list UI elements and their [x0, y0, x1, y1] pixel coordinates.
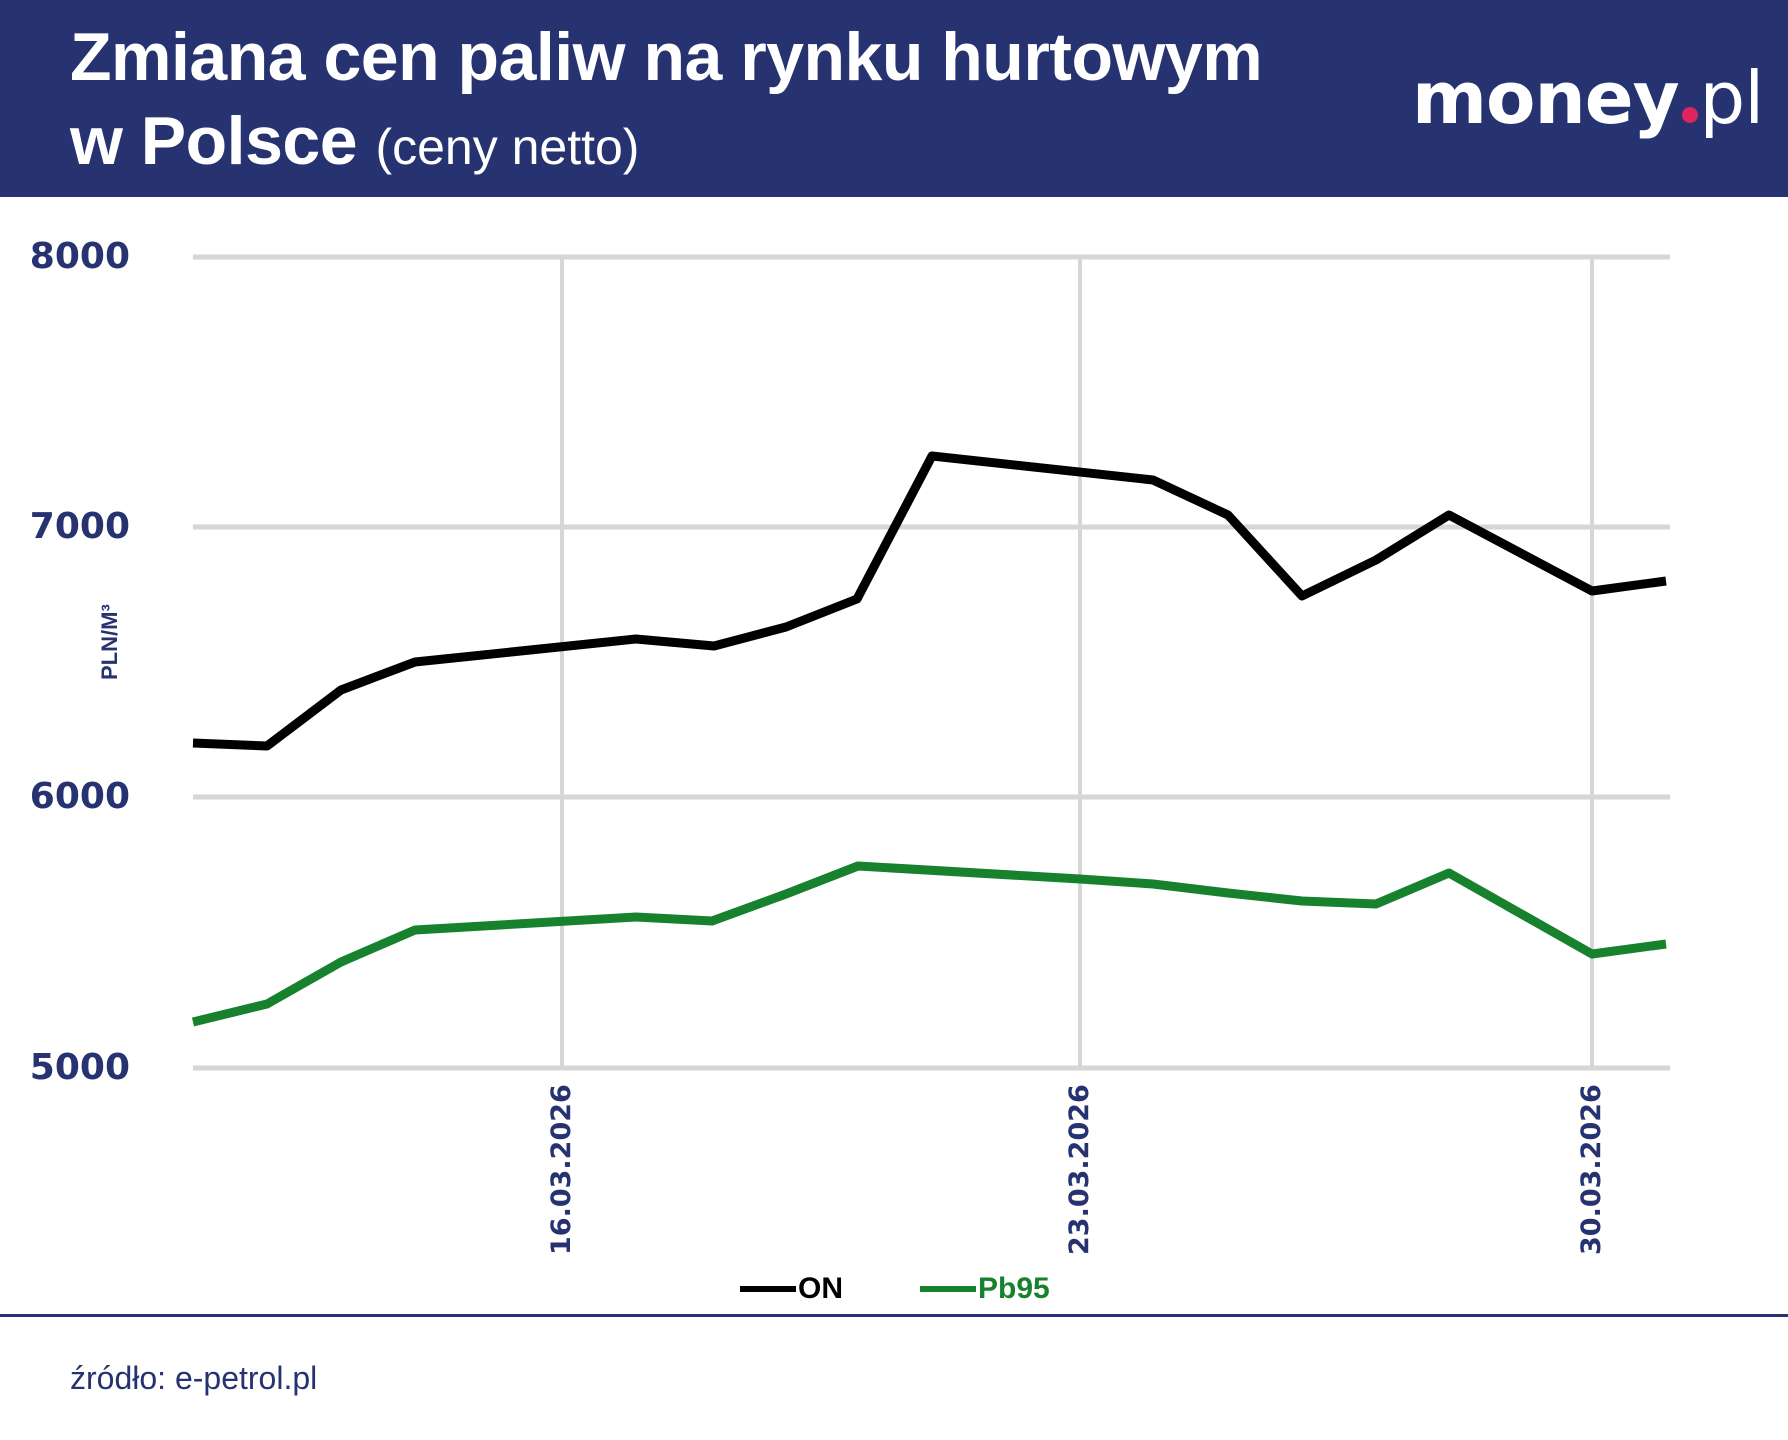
legend-pb95: Pb95 [920, 1272, 1050, 1306]
y-tick-6000: 6000 [29, 776, 130, 817]
x-tick-23-03: 23.03.2026 [1064, 1084, 1095, 1255]
logo-tld: pl [1699, 56, 1765, 140]
legend-on-swatch-icon [740, 1286, 796, 1292]
legend-pb95-label: Pb95 [978, 1272, 1050, 1305]
y-tick-7000: 7000 [29, 506, 130, 547]
title-line-2: w Polsce [70, 103, 358, 179]
legend-on: ON [740, 1272, 843, 1306]
x-tick-30-03: 30.03.2026 [1576, 1084, 1607, 1255]
chart-title: Zmiana cen paliw na rynku hurtowym w Pol… [70, 19, 1263, 182]
title-subtitle: (ceny netto) [375, 119, 640, 175]
logo-text: money [1412, 56, 1680, 140]
header-banner: Zmiana cen paliw na rynku hurtowym w Pol… [0, 0, 1788, 197]
x-tick-16-03: 16.03.2026 [546, 1084, 577, 1255]
title-line-2-wrap: w Polsce (ceny netto) [70, 106, 1262, 182]
legend-pb95-swatch-icon [920, 1286, 976, 1292]
y-tick-8000: 8000 [29, 236, 130, 277]
footer-divider [0, 1314, 1788, 1317]
title-line-1: Zmiana cen paliw na rynku hurtowym [70, 19, 1263, 95]
source-note: źródło: e-petrol.pl [70, 1360, 318, 1396]
money-pl-logo: money pl [1412, 56, 1765, 140]
line-chart [191, 254, 1670, 1071]
y-tick-5000: 5000 [29, 1047, 130, 1088]
logo-dot-icon [1681, 107, 1698, 123]
grid [193, 254, 1670, 1071]
series-on-line [192, 451, 1667, 751]
y-axis-unit: PLN/M³ [97, 604, 122, 680]
legend-on-label: ON [798, 1272, 843, 1305]
series-pb95-line [191, 861, 1667, 1027]
